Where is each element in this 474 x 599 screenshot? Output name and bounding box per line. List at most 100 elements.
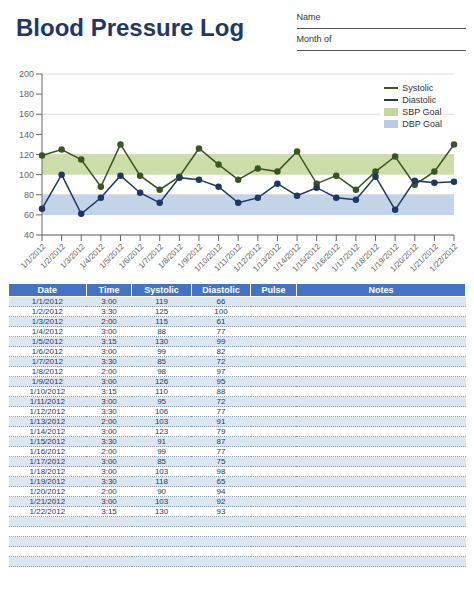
html-text:SBP Goal: SBP Goal xyxy=(402,107,442,117)
html-text:1/12/2012: 1/12/2012 xyxy=(29,407,66,416)
html-text:2:00: 2:00 xyxy=(101,367,117,376)
html-text:2:00: 2:00 xyxy=(101,317,117,326)
html-text:110: 110 xyxy=(155,387,168,396)
html-text:126: 126 xyxy=(154,377,169,386)
svg-text:1/15/2012: 1/15/2012 xyxy=(290,242,323,274)
html-text:1/8/2012: 1/8/2012 xyxy=(31,367,63,376)
html-text:1/2/2012: 1/2/2012 xyxy=(31,307,63,316)
html-text:98: 98 xyxy=(157,367,166,376)
html-text:Diastolic: Diastolic xyxy=(202,285,240,295)
svg-text:80: 80 xyxy=(24,190,34,200)
html-text:1/10/2012: 1/10/2012 xyxy=(29,387,66,396)
html-text:1/4/2012: 1/4/2012 xyxy=(31,327,63,336)
html-text:3:15: 3:15 xyxy=(101,337,117,346)
svg-text:60: 60 xyxy=(24,210,34,220)
svg-text:1/14/2012: 1/14/2012 xyxy=(270,242,303,274)
html-text:1/6/2012: 1/6/2012 xyxy=(31,347,63,356)
html-text:119: 119 xyxy=(155,297,168,306)
html-text:Notes: Notes xyxy=(368,285,394,295)
svg-text:1/10/2012: 1/10/2012 xyxy=(192,242,224,274)
html-text:3:00: 3:00 xyxy=(101,427,117,436)
html-text:88: 88 xyxy=(216,387,226,396)
html-text:1/14/2012: 1/14/2012 xyxy=(29,427,66,436)
html-text:100: 100 xyxy=(214,307,228,316)
html-text:1/13/2012: 1/13/2012 xyxy=(29,417,66,426)
svg-text:1/3/2012: 1/3/2012 xyxy=(58,242,87,271)
html-text:3:30: 3:30 xyxy=(101,407,117,416)
html-text:Name: Name xyxy=(296,12,321,22)
html-text:3:00: 3:00 xyxy=(101,327,117,336)
html-text:Time: Time xyxy=(98,285,120,295)
html-text:1/11/2012: 1/11/2012 xyxy=(29,397,65,406)
svg-text:1/17/2012: 1/17/2012 xyxy=(329,242,362,274)
html-text:Blood Pressure Log: Blood Pressure Log xyxy=(16,14,244,41)
html-text:2:00: 2:00 xyxy=(101,417,117,426)
html-text:72: 72 xyxy=(216,357,226,366)
html-text:3:15: 3:15 xyxy=(101,387,117,396)
html-text:Date: Date xyxy=(37,285,58,295)
html-text:3:00: 3:00 xyxy=(101,297,117,306)
html-text:1/1/2012: 1/1/2012 xyxy=(31,297,63,306)
svg-text:1/12/2012: 1/12/2012 xyxy=(231,242,264,274)
svg-text:1/2/2012: 1/2/2012 xyxy=(38,242,67,271)
svg-text:1/16/2012: 1/16/2012 xyxy=(310,242,342,274)
html-text:3:30: 3:30 xyxy=(101,357,117,366)
html-text:Systolic: Systolic xyxy=(402,83,434,93)
html-text:106: 106 xyxy=(154,407,169,416)
html-text:97: 97 xyxy=(216,367,226,376)
svg-text:180: 180 xyxy=(19,89,34,99)
svg-text:1/11/2012: 1/11/2012 xyxy=(212,242,244,274)
svg-text:1/5/2012: 1/5/2012 xyxy=(97,242,126,271)
html-text:DBP Goal: DBP Goal xyxy=(402,119,442,129)
html-text:95: 95 xyxy=(157,397,166,406)
html-text:66: 66 xyxy=(216,297,226,306)
svg-text:1/8/2012: 1/8/2012 xyxy=(156,242,185,271)
svg-text:1/22/2012: 1/22/2012 xyxy=(428,242,460,274)
html-text:1/9/2012: 1/9/2012 xyxy=(31,377,63,386)
html-text:115: 115 xyxy=(155,317,168,326)
svg-text:1/21/2012: 1/21/2012 xyxy=(408,242,440,274)
html-text:3:00: 3:00 xyxy=(101,377,117,386)
html-text:79: 79 xyxy=(216,427,226,436)
html-text:125: 125 xyxy=(154,307,169,316)
svg-text:200: 200 xyxy=(19,69,34,79)
html-text:85: 85 xyxy=(157,357,166,366)
svg-text:1/13/2012: 1/13/2012 xyxy=(251,242,283,274)
svg-text:1/6/2012: 1/6/2012 xyxy=(117,242,146,271)
html-text:99: 99 xyxy=(216,337,226,346)
html-text:123: 123 xyxy=(154,427,169,436)
svg-text:1/20/2012: 1/20/2012 xyxy=(388,242,421,274)
html-text:3:00: 3:00 xyxy=(101,347,117,356)
svg-text:1/4/2012: 1/4/2012 xyxy=(77,242,107,271)
svg-text:1/7/2012: 1/7/2012 xyxy=(136,242,166,271)
html-text:72: 72 xyxy=(216,397,226,406)
html-text:Diastolic: Diastolic xyxy=(402,95,437,105)
html-text:3:00: 3:00 xyxy=(101,397,117,406)
html-text:77: 77 xyxy=(216,327,226,336)
svg-text:160: 160 xyxy=(19,109,34,119)
html-text:88: 88 xyxy=(157,327,166,336)
html-text:77: 77 xyxy=(216,407,226,416)
html-text:82: 82 xyxy=(216,347,226,356)
svg-text:1/9/2012: 1/9/2012 xyxy=(176,242,205,271)
svg-text:1/1/2012: 1/1/2012 xyxy=(19,242,48,271)
html-text:91: 91 xyxy=(216,417,226,426)
svg-text:1/18/2012: 1/18/2012 xyxy=(349,242,381,274)
html-text:3:30: 3:30 xyxy=(101,307,117,316)
html-text:Pulse: Pulse xyxy=(261,285,286,295)
html-text:61: 61 xyxy=(216,317,226,326)
svg-text:140: 140 xyxy=(19,130,34,140)
html-text:Month of: Month of xyxy=(296,34,332,44)
html-text:Systolic: Systolic xyxy=(144,285,179,295)
svg-text:100: 100 xyxy=(19,170,34,180)
svg-text:120: 120 xyxy=(19,150,34,160)
svg-text:1/19/2012: 1/19/2012 xyxy=(369,242,401,274)
html-text:99: 99 xyxy=(157,347,166,356)
html-text:1/3/2012: 1/3/2012 xyxy=(31,317,63,326)
html-text:95: 95 xyxy=(216,377,226,386)
html-text:130: 130 xyxy=(154,337,169,346)
html-text:103: 103 xyxy=(154,417,169,426)
html-text:1/7/2012: 1/7/2012 xyxy=(31,357,63,366)
svg-text:40: 40 xyxy=(24,230,34,240)
html-text:1/5/2012: 1/5/2012 xyxy=(31,337,63,346)
